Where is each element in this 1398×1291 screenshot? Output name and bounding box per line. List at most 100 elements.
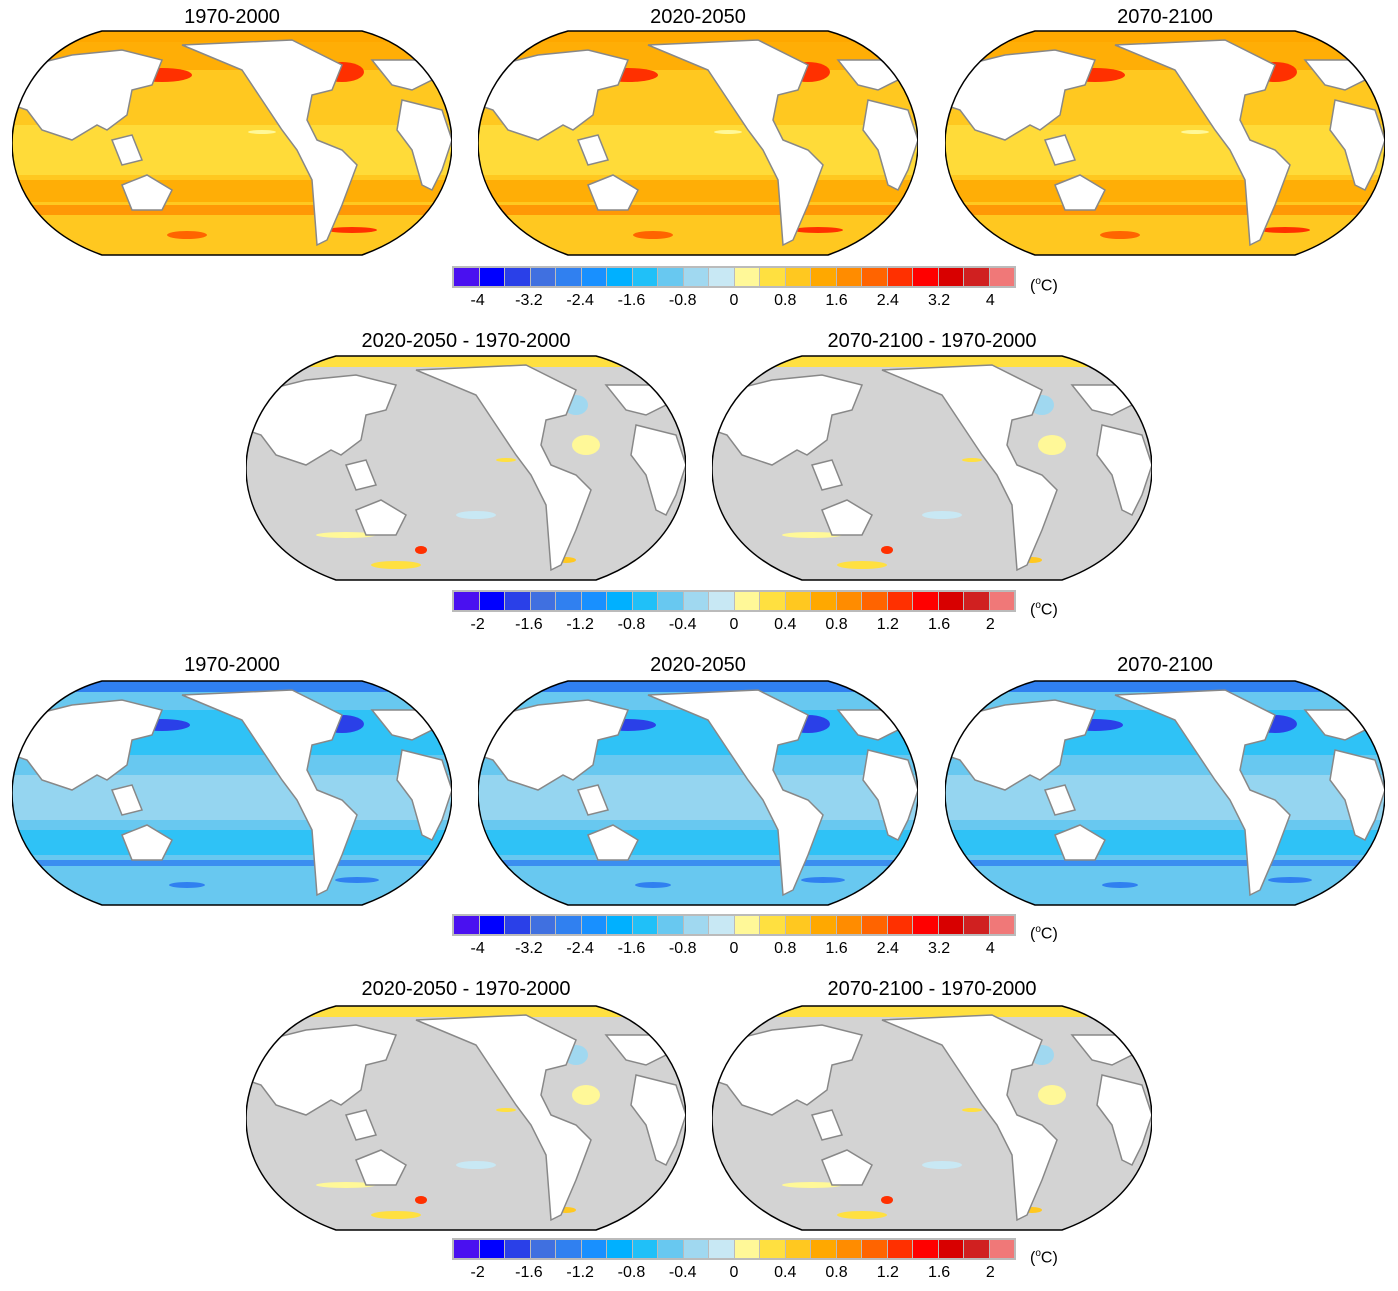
colorbar-tick-label: 1.6 [927, 616, 951, 633]
colorbar-box [887, 1240, 912, 1258]
continent [1054, 824, 1106, 861]
colorbar-unit: (oC) [1030, 924, 1058, 943]
colorbar-box [938, 592, 963, 610]
colorbar-box [632, 1240, 657, 1258]
colorbar-box [530, 592, 555, 610]
colorbar-box [556, 268, 581, 286]
colorbar-box [556, 592, 581, 610]
colorbar-tick-label: 1.2 [876, 1264, 899, 1281]
colorbar [452, 590, 1016, 612]
colorbar-tick-label: 0.8 [774, 292, 797, 309]
colorbar-box [607, 268, 632, 286]
colorbar-box [862, 268, 887, 286]
continent [1329, 749, 1385, 842]
colorbar-box [811, 1240, 836, 1258]
continent [1096, 1074, 1152, 1167]
continent [246, 374, 398, 466]
colorbar-tick-label: -3.2 [515, 940, 543, 957]
continent [12, 699, 164, 791]
continent [881, 1014, 1058, 1222]
continent [344, 1109, 378, 1141]
colorbar-tick-label: 0.8 [825, 616, 848, 633]
colorbar-tick-label: 2.4 [876, 940, 899, 957]
continent [1054, 174, 1106, 211]
colorbar-tick-label: 1.6 [927, 1264, 951, 1281]
colorbar-box [760, 268, 785, 286]
colorbar-box [581, 1240, 606, 1258]
colorbar-tick-label: 0 [729, 616, 739, 633]
continent [355, 1149, 407, 1186]
colorbar-box [505, 268, 530, 286]
colorbar-box [887, 268, 912, 286]
colorbar-box [734, 592, 759, 610]
colorbar-tick-label: -0.8 [617, 1264, 646, 1281]
colorbar-box [658, 592, 683, 610]
continent [110, 134, 144, 166]
map-panel [944, 30, 1386, 256]
colorbar-box [607, 592, 632, 610]
colorbar-box [632, 592, 657, 610]
colorbar-box [913, 592, 938, 610]
colorbar-box [505, 1240, 530, 1258]
colorbar-box [811, 592, 836, 610]
panel-title: 2070-2100 - 1970-2000 [827, 330, 1037, 352]
map-panel [711, 355, 1153, 581]
continent [110, 784, 144, 816]
colorbar-box [887, 916, 912, 934]
colorbar-box [938, 1240, 963, 1258]
colorbar-box [530, 1240, 555, 1258]
continent [1096, 424, 1152, 517]
continent [576, 784, 610, 816]
colorbar-box [709, 1240, 734, 1258]
colorbar-box [505, 916, 530, 934]
continent [355, 499, 407, 536]
colorbar-box [760, 592, 785, 610]
colorbar [452, 266, 1016, 288]
colorbar-unit: (oC) [1030, 276, 1058, 295]
continent [121, 174, 173, 211]
continent [836, 59, 900, 91]
map-panel [477, 30, 919, 256]
colorbar [452, 1238, 1016, 1260]
continent [1329, 99, 1385, 192]
colorbar-box [607, 1240, 632, 1258]
continent [712, 1024, 864, 1116]
continent [821, 499, 873, 536]
colorbar-box [530, 916, 555, 934]
colorbar-box [734, 268, 759, 286]
colorbar-box [989, 1240, 1014, 1258]
continent [121, 824, 173, 861]
colorbar-box [989, 916, 1014, 934]
colorbar-tick-label: 2 [985, 1264, 995, 1281]
colorbar-box [887, 592, 912, 610]
colorbar-box [785, 1240, 810, 1258]
colorbar-tick-label: 0.4 [774, 1264, 797, 1281]
colorbar-box [530, 268, 555, 286]
colorbar-tick-label: -0.8 [668, 292, 697, 309]
colorbar-box [683, 916, 708, 934]
colorbar-tick-label: -2.4 [566, 292, 594, 309]
colorbar-box [913, 916, 938, 934]
continent [370, 709, 434, 741]
colorbar-tick-label: -2 [470, 616, 485, 633]
continent [604, 1034, 668, 1066]
colorbar-box [479, 268, 504, 286]
panel-title: 2020-2050 [650, 654, 746, 676]
colorbar-box [683, 592, 708, 610]
colorbar-box [734, 916, 759, 934]
colorbar-box [989, 592, 1014, 610]
colorbar-tick-label: -1.2 [566, 1264, 594, 1281]
colorbar-box [658, 1240, 683, 1258]
colorbar-box [581, 916, 606, 934]
colorbar-tick-label: 0.8 [774, 940, 797, 957]
colorbar-box [938, 268, 963, 286]
continent [246, 1024, 398, 1116]
colorbar-box [734, 1240, 759, 1258]
colorbar-box [581, 592, 606, 610]
continent [836, 709, 900, 741]
continent [1043, 134, 1077, 166]
colorbar-box [454, 916, 479, 934]
colorbar-box [709, 916, 734, 934]
panel-title: 2020-2050 - 1970-2000 [361, 978, 571, 1000]
continent [344, 459, 378, 491]
